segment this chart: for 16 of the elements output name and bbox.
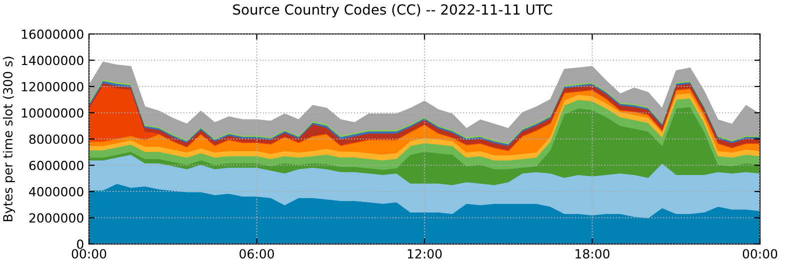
x-tick-label: 06:00	[240, 249, 274, 259]
y-tick-label: 4000000	[29, 186, 84, 196]
y-tick-label: 16000000	[22, 29, 84, 39]
y-axis-title: Bytes per time slot (300 s)	[2, 56, 15, 222]
y-tick-label: 2000000	[29, 213, 84, 223]
x-tick-label: 12:00	[408, 249, 442, 259]
y-tick-label: 0	[77, 239, 84, 249]
y-tick-label: 12000000	[22, 82, 84, 92]
y-tick-label: 8000000	[29, 134, 84, 144]
chart-title: Source Country Codes (CC) -- 2022-11-11 UTC	[233, 4, 552, 18]
x-tick-label: 18:00	[576, 249, 610, 259]
x-tick-label: 00:00	[72, 249, 106, 259]
y-tick-label: 6000000	[29, 160, 84, 170]
y-tick-label: 14000000	[22, 56, 84, 66]
y-tick-label: 10000000	[22, 108, 84, 118]
x-tick-label: 00:00	[742, 249, 778, 259]
